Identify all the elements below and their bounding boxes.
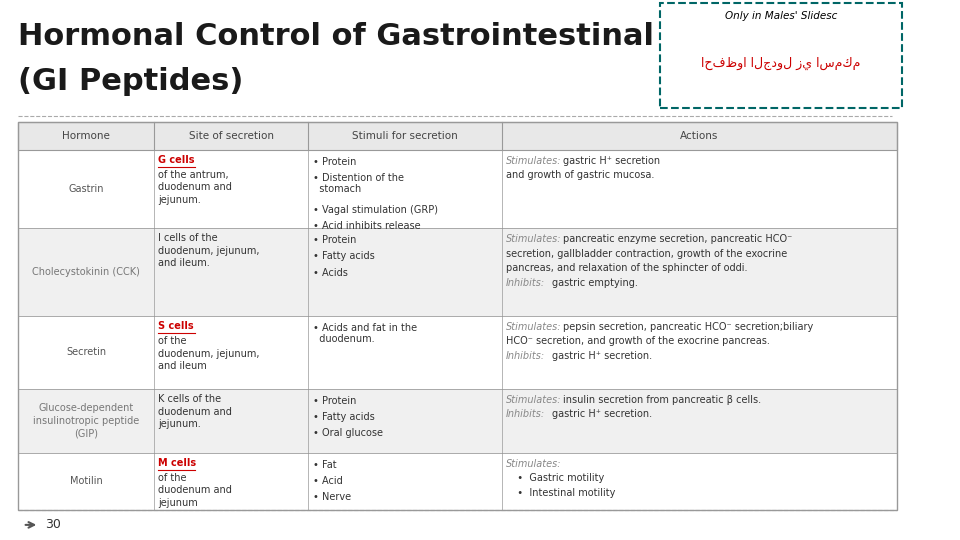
Text: •  Intestinal motility: • Intestinal motility	[511, 488, 615, 498]
Text: Stimulates:: Stimulates:	[506, 322, 562, 332]
Text: K cells of the
duodenum and
jejunum.: K cells of the duodenum and jejunum.	[158, 394, 232, 429]
Text: Hormonal Control of Gastrointestinal Motility: Hormonal Control of Gastrointestinal Mot…	[18, 22, 797, 51]
Text: • Acid: • Acid	[313, 476, 343, 486]
Bar	[18, 228, 897, 316]
Bar	[18, 389, 897, 453]
Bar	[18, 150, 897, 228]
Text: gastric H⁺ secretion.: gastric H⁺ secretion.	[552, 409, 652, 420]
Text: gastric H⁺ secretion: gastric H⁺ secretion	[564, 156, 660, 166]
Text: • Protein: • Protein	[313, 235, 356, 245]
Text: gastric H⁺ secretion.: gastric H⁺ secretion.	[552, 351, 652, 361]
Text: Only in Males' Slidesc: Only in Males' Slidesc	[725, 11, 837, 21]
Text: Motilin: Motilin	[70, 476, 103, 487]
Text: 30: 30	[45, 518, 61, 531]
Text: • Acids and fat in the
  duodenum.: • Acids and fat in the duodenum.	[313, 323, 417, 345]
Text: • Fatty acids: • Fatty acids	[313, 412, 374, 422]
Bar	[18, 122, 897, 510]
Bar	[18, 453, 897, 510]
Text: and growth of gastric mucosa.: and growth of gastric mucosa.	[506, 170, 655, 180]
Text: I cells of the
duodenum, jejunum,
and ileum.: I cells of the duodenum, jejunum, and il…	[158, 233, 259, 268]
Text: • Nerve: • Nerve	[313, 492, 350, 502]
Text: insulin secretion from pancreatic β cells.: insulin secretion from pancreatic β cell…	[564, 395, 761, 405]
Text: (GI Peptides): (GI Peptides)	[18, 68, 244, 97]
Text: • Distention of the
  stomach: • Distention of the stomach	[313, 173, 404, 194]
Text: • Protein: • Protein	[313, 157, 356, 167]
Text: Glucose-dependent
insulinotropic peptide
(GIP): Glucose-dependent insulinotropic peptide…	[34, 403, 139, 438]
Text: • Protein: • Protein	[313, 396, 356, 406]
Bar	[18, 316, 897, 389]
Bar	[18, 122, 897, 150]
Text: G cells: G cells	[158, 155, 195, 165]
Text: of the antrum,
duodenum and
jejunum.: of the antrum, duodenum and jejunum.	[158, 170, 232, 205]
Text: • Oral glucose: • Oral glucose	[313, 428, 383, 438]
Text: of the
duodenum, jejunum,
and ileum: of the duodenum, jejunum, and ileum	[158, 336, 259, 371]
Text: Stimulates:: Stimulates:	[506, 458, 562, 469]
Text: Stimuli for secretion: Stimuli for secretion	[352, 131, 458, 140]
Text: • Acid inhibits release: • Acid inhibits release	[313, 221, 420, 232]
Text: M cells: M cells	[158, 458, 196, 468]
Text: Stimulates:: Stimulates:	[506, 156, 562, 166]
Text: secretion, gallbladder contraction, growth of the exocrine: secretion, gallbladder contraction, grow…	[506, 248, 787, 259]
Text: HCO⁻ secretion, and growth of the exocrine pancreas.: HCO⁻ secretion, and growth of the exocri…	[506, 336, 770, 346]
Text: Inhibits:: Inhibits:	[506, 278, 545, 288]
Text: Stimulates:: Stimulates:	[506, 395, 562, 405]
Text: • Fat: • Fat	[313, 460, 336, 470]
Text: احفظوا الجدول زي اسمكم: احفظوا الجدول زي اسمكم	[701, 57, 860, 70]
Text: Site of secretion: Site of secretion	[189, 131, 274, 140]
Text: Inhibits:: Inhibits:	[506, 409, 545, 420]
Text: of the
duodenum and
jejunum: of the duodenum and jejunum	[158, 473, 232, 508]
Text: •  Gastric motility: • Gastric motility	[511, 473, 604, 483]
Text: Actions: Actions	[680, 131, 718, 140]
Text: Inhibits:: Inhibits:	[506, 351, 545, 361]
Text: gastric emptying.: gastric emptying.	[552, 278, 637, 288]
FancyBboxPatch shape	[660, 3, 901, 108]
Text: pancreatic enzyme secretion, pancreatic HCO⁻: pancreatic enzyme secretion, pancreatic …	[564, 234, 793, 244]
Text: • Fatty acids: • Fatty acids	[313, 251, 374, 261]
Text: Gastrin: Gastrin	[68, 184, 104, 194]
Text: S cells: S cells	[158, 321, 194, 331]
Text: Cholecystokinin (CCK): Cholecystokinin (CCK)	[33, 267, 140, 277]
Text: Hormone: Hormone	[62, 131, 110, 140]
Text: • Vagal stimulation (GRP): • Vagal stimulation (GRP)	[313, 205, 438, 215]
Text: pepsin secretion, pancreatic HCO⁻ secretion;biliary: pepsin secretion, pancreatic HCO⁻ secret…	[564, 322, 814, 332]
Text: Secretin: Secretin	[66, 347, 107, 357]
Text: • Acids: • Acids	[313, 267, 348, 278]
Text: Stimulates:: Stimulates:	[506, 234, 562, 244]
Text: pancreas, and relaxation of the sphincter of oddi.: pancreas, and relaxation of the sphincte…	[506, 263, 748, 273]
